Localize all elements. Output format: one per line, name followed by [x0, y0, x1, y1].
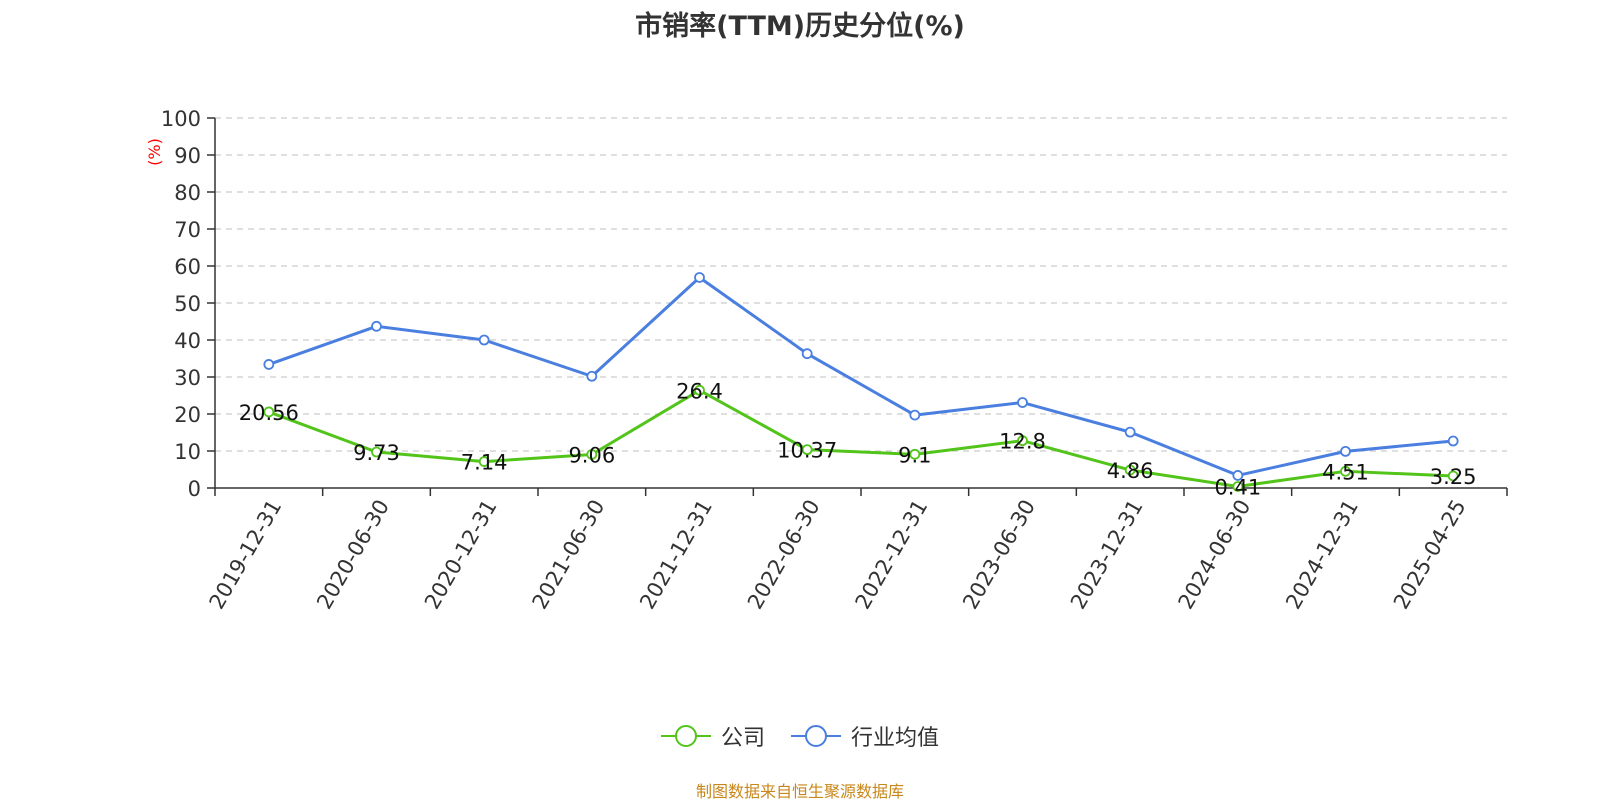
data-point-industry-avg [1124, 426, 1136, 438]
data-point-industry-avg [1232, 470, 1244, 481]
y-tick-label: 80 [174, 181, 201, 205]
chart-title: 市销率(TTM)历史分位(%) [635, 11, 965, 42]
data-point-industry-avg [478, 334, 490, 346]
y-tick-label: 30 [174, 366, 201, 390]
data-source-note: 制图数据来自恒生聚源数据库 [695, 782, 904, 801]
data-point-company [694, 384, 705, 396]
data-label-company: 9.73 [353, 441, 400, 465]
x-tick-label: 2019-12-31 [205, 496, 287, 614]
legend-label-company: 公司 [720, 726, 765, 751]
data-point-industry-avg [586, 370, 598, 382]
axis-layer: 0 10 20 30 40 50 60 70 80 90 100 (%) 2019-12-31 2020-… [145, 107, 1508, 614]
data-point-industry-avg [801, 348, 813, 360]
data-label-company: 26.4 [676, 379, 723, 403]
data-point-company [1124, 464, 1136, 476]
legend-item-industry-avg[interactable]: 行业均值 [791, 720, 939, 752]
data-label-company: 7.14 [461, 451, 508, 475]
data-label-company: 4.86 [1107, 459, 1154, 483]
y-tick-label: 70 [174, 218, 201, 242]
data-point-company [586, 449, 598, 460]
data-label-company: 10.37 [777, 439, 837, 463]
data-point-company [1232, 481, 1244, 492]
x-tick-label: 2022-12-31 [851, 496, 933, 614]
x-tick-label: 2024-06-30 [1174, 496, 1256, 614]
x-tick-label: 2025-04-25 [1389, 496, 1471, 614]
series-line-company [268, 388, 1454, 488]
data-point-company [478, 456, 490, 467]
legend-marker-industry-avg [791, 725, 841, 747]
legend-label-industry-avg: 行业均值 [851, 726, 940, 751]
data-label-company: 0.41 [1214, 475, 1261, 499]
data-point-company [909, 448, 921, 460]
data-label-layer: 20.56 9.73 7.14 9.06 26.4 10.37 9.1 12.8 4.86 0.4… [239, 379, 1477, 499]
y-tick-label: 0 [188, 477, 201, 501]
y-axis-label: (%) [145, 138, 164, 166]
data-point-industry-avg [1017, 397, 1028, 408]
legend: 公司 行业均值 [0, 720, 1600, 752]
data-point-company [801, 444, 813, 456]
data-point-industry-avg [694, 272, 705, 283]
data-point-industry-avg [371, 320, 382, 332]
y-tick-label: 60 [174, 255, 201, 279]
x-tick-label: 2022-06-30 [743, 496, 825, 614]
y-tick-label: 10 [174, 440, 201, 464]
x-tick-label: 2024-12-31 [1281, 496, 1363, 614]
data-point-company [1017, 435, 1028, 447]
x-tick-label: 2021-12-31 [635, 496, 717, 614]
data-label-company: 3.25 [1430, 465, 1477, 489]
x-tick-label: 2020-06-30 [312, 496, 394, 614]
data-point-industry-avg [263, 359, 275, 370]
y-tick-label: 20 [174, 403, 201, 427]
data-point-industry-avg [1447, 435, 1459, 447]
y-tick-label: 100 [161, 107, 201, 131]
data-point-company [371, 446, 382, 458]
data-label-company: 20.56 [239, 401, 299, 425]
y-tick-label: 40 [174, 329, 201, 353]
data-point-company [263, 406, 275, 418]
series-layer [263, 272, 1459, 492]
data-point-industry-avg [1340, 445, 1351, 457]
data-point-industry-avg [909, 409, 921, 421]
x-tick-label: 2021-06-30 [528, 496, 610, 614]
data-label-company: 9.06 [568, 443, 615, 467]
y-tick-label: 50 [174, 292, 201, 316]
x-tick-label: 2023-06-30 [958, 496, 1040, 614]
legend-item-company[interactable]: 公司 [660, 720, 765, 752]
legend-marker-company [660, 725, 711, 747]
data-label-company: 12.8 [999, 430, 1046, 454]
series-line-industry-avg [268, 275, 1454, 477]
y-tick-label: 90 [174, 144, 201, 168]
data-label-company: 9.1 [898, 443, 931, 467]
grid-layer [215, 117, 1507, 452]
data-point-company [1340, 465, 1351, 477]
x-tick-label: 2020-12-31 [420, 496, 502, 614]
data-point-company [1447, 470, 1459, 482]
data-label-company: 4.51 [1322, 460, 1369, 484]
x-tick-label: 2023-12-31 [1066, 496, 1148, 614]
